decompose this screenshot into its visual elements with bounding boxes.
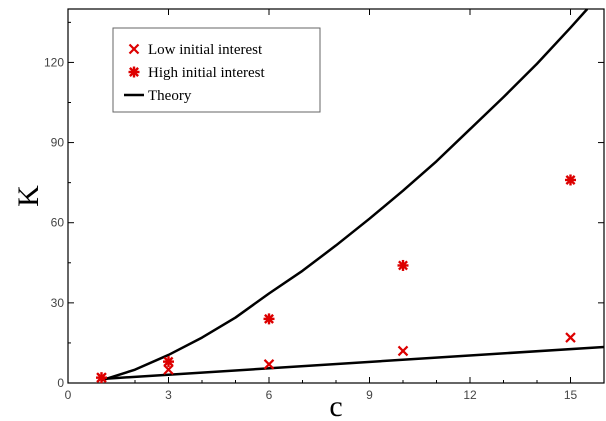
legend-label-theory: Theory: [148, 88, 192, 104]
legend-star-icon: [128, 66, 140, 78]
high-interest-point: [565, 174, 576, 186]
x-tick-label: 6: [266, 388, 273, 402]
x-axis-label: c: [329, 390, 342, 421]
x-tick-label: 15: [564, 388, 578, 402]
theory-curve-1: [101, 345, 604, 381]
tick-labels: 0 3 6 9 12 15 0 30 60 90 120: [44, 55, 578, 402]
high-interest-point: [263, 313, 275, 325]
theory-lines: [101, 9, 604, 382]
legend-marker-low: [128, 43, 140, 55]
y-tick-label: 90: [51, 136, 65, 150]
data-points: [96, 174, 576, 384]
x-tick-label: 12: [463, 388, 477, 402]
y-tick-label: 30: [51, 296, 65, 310]
low-interest-point: [96, 372, 107, 383]
y-tick-label: 120: [44, 55, 64, 69]
y-axis-label: K: [12, 185, 45, 207]
low-interest-point: [565, 332, 576, 343]
y-tick-label: 0: [57, 376, 64, 390]
x-tick-label: 0: [65, 388, 72, 402]
legend-cross-icon: [128, 43, 140, 55]
legend-label-high: High initial interest: [148, 65, 265, 81]
legend-label-low: Low initial interest: [148, 42, 263, 58]
high-interest-point: [163, 356, 174, 368]
high-interest-point: [397, 259, 409, 271]
low-interest-point: [163, 364, 174, 375]
x-tick-label: 9: [366, 388, 373, 402]
theory-curve-0: [101, 9, 589, 382]
legend: Low initial interest High initial intere…: [112, 27, 321, 113]
legend-marker-high: [128, 66, 140, 78]
low-interest-point: [263, 359, 275, 370]
low-interest-point: [397, 345, 409, 357]
legend-box: [112, 27, 321, 113]
x-tick-label: 3: [165, 388, 172, 402]
y-tick-label: 60: [51, 216, 65, 230]
